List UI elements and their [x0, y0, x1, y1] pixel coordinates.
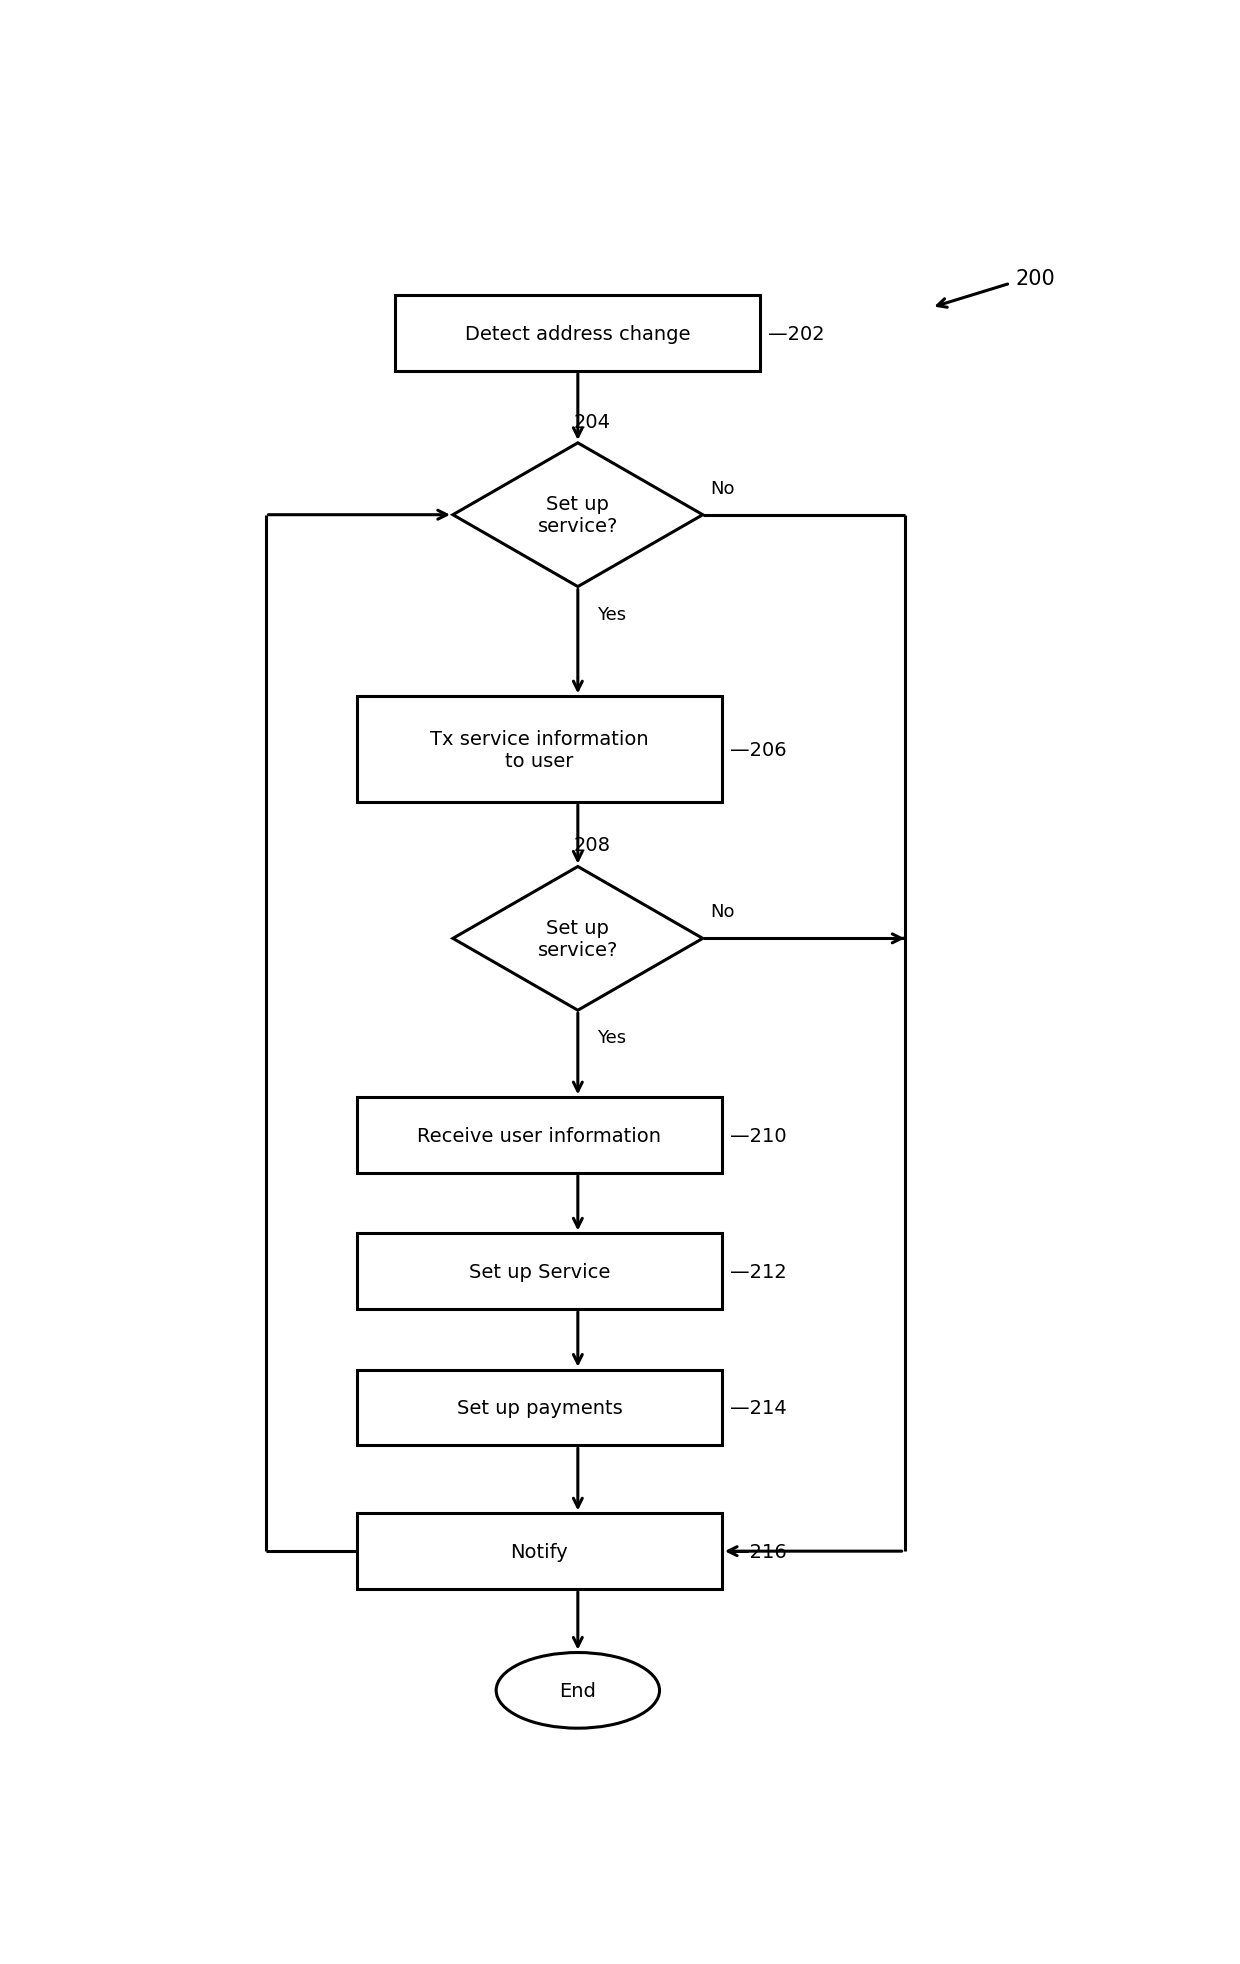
Text: —210: —210: [729, 1125, 786, 1145]
Text: —202: —202: [768, 324, 825, 344]
Text: —214: —214: [729, 1398, 786, 1418]
Text: 204: 204: [574, 412, 611, 432]
FancyBboxPatch shape: [357, 1514, 722, 1589]
Text: —212: —212: [729, 1263, 786, 1281]
FancyBboxPatch shape: [357, 1098, 722, 1173]
Text: End: End: [559, 1681, 596, 1701]
Text: Yes: Yes: [596, 1029, 626, 1047]
FancyBboxPatch shape: [357, 1371, 722, 1446]
Text: Notify: Notify: [511, 1542, 568, 1561]
Text: Set up Service: Set up Service: [469, 1263, 610, 1281]
FancyBboxPatch shape: [357, 1233, 722, 1310]
Text: No: No: [711, 903, 735, 921]
Ellipse shape: [496, 1652, 660, 1728]
Text: Yes: Yes: [596, 605, 626, 623]
Text: Set up payments: Set up payments: [456, 1398, 622, 1418]
Polygon shape: [453, 866, 703, 1011]
Polygon shape: [453, 444, 703, 587]
Text: No: No: [711, 479, 735, 497]
Text: —206: —206: [729, 740, 786, 760]
FancyBboxPatch shape: [396, 297, 760, 371]
Text: —216: —216: [729, 1542, 786, 1561]
FancyBboxPatch shape: [357, 697, 722, 803]
Text: Detect address change: Detect address change: [465, 324, 691, 344]
Text: 208: 208: [574, 837, 611, 854]
Text: Receive user information: Receive user information: [418, 1125, 661, 1145]
Text: 200: 200: [1016, 269, 1055, 289]
Text: Set up
service?: Set up service?: [538, 919, 618, 958]
Text: Set up
service?: Set up service?: [538, 495, 618, 536]
Text: Tx service information
to user: Tx service information to user: [430, 729, 649, 770]
